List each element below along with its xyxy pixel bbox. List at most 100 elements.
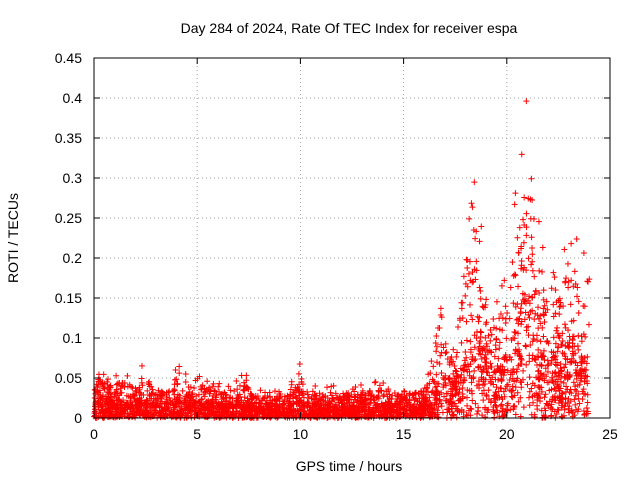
data-point [401, 394, 408, 401]
data-point [467, 338, 474, 345]
data-point [176, 370, 183, 377]
data-point [514, 234, 521, 241]
data-point [460, 273, 467, 280]
data-point [569, 343, 576, 350]
data-point [494, 409, 501, 416]
data-point [526, 300, 533, 307]
data-point [458, 305, 465, 312]
data-point [485, 396, 492, 403]
data-point [515, 283, 522, 290]
data-point [512, 272, 519, 279]
data-point [487, 337, 494, 344]
data-point [497, 402, 504, 409]
data-point [535, 394, 542, 401]
data-point [207, 388, 214, 395]
data-point [330, 382, 337, 389]
data-point [469, 269, 476, 276]
data-point [536, 375, 543, 382]
data-point [451, 383, 458, 390]
data-point [517, 413, 524, 420]
data-point [525, 255, 532, 262]
data-point [523, 343, 530, 350]
data-point [107, 384, 114, 391]
data-point [458, 371, 465, 378]
data-point [421, 397, 428, 404]
data-point [337, 396, 344, 403]
data-point [417, 406, 424, 413]
data-point [171, 396, 178, 403]
data-point [173, 376, 180, 383]
data-point [129, 410, 136, 417]
data-point [480, 345, 487, 352]
data-point [518, 356, 525, 363]
data-point [219, 409, 226, 416]
data-point [324, 384, 331, 391]
data-point [449, 391, 456, 398]
data-point [377, 387, 384, 394]
data-point [438, 403, 445, 410]
data-point [287, 407, 294, 414]
data-point [159, 398, 166, 405]
data-point [138, 403, 145, 410]
data-point [507, 284, 514, 291]
data-point [448, 405, 455, 412]
data-point [495, 376, 502, 383]
data-point [244, 395, 251, 402]
data-point [578, 353, 585, 360]
data-point [219, 400, 226, 407]
data-point [551, 385, 558, 392]
data-point [358, 381, 365, 388]
data-point [548, 386, 555, 393]
data-point [493, 325, 500, 332]
data-point [172, 402, 179, 409]
data-point [279, 402, 286, 409]
data-point [469, 204, 476, 211]
data-point [448, 358, 455, 365]
data-point [375, 411, 382, 418]
data-point [363, 402, 370, 409]
data-point [479, 412, 486, 419]
data-point [491, 353, 498, 360]
data-point [433, 371, 440, 378]
data-point [486, 372, 493, 379]
data-point [136, 389, 143, 396]
data-point [497, 310, 504, 317]
data-point [338, 407, 345, 414]
data-point [324, 401, 331, 408]
data-point [248, 391, 255, 398]
data-point [533, 374, 540, 381]
data-point [256, 410, 263, 417]
data-point [552, 287, 559, 294]
data-point [578, 338, 585, 345]
data-point [463, 354, 470, 361]
data-point [266, 407, 273, 414]
data-point [93, 384, 100, 391]
data-point [445, 375, 452, 382]
data-point [461, 357, 468, 364]
data-point [199, 403, 206, 410]
data-point [512, 411, 519, 418]
data-point [240, 410, 247, 417]
data-point [153, 409, 160, 416]
data-point [491, 368, 498, 375]
data-point [557, 385, 564, 392]
data-point [585, 278, 592, 285]
data-point [529, 307, 536, 314]
data-point [299, 388, 306, 395]
data-point [203, 386, 210, 393]
data-point [106, 397, 113, 404]
data-point [481, 354, 488, 361]
data-point [556, 334, 563, 341]
data-point [353, 407, 360, 414]
data-point [281, 396, 288, 403]
data-point [421, 385, 428, 392]
data-point [454, 324, 461, 331]
data-point [520, 376, 527, 383]
data-point [574, 284, 581, 291]
data-point [426, 394, 433, 401]
data-point [541, 302, 548, 309]
data-point [584, 353, 591, 360]
data-point [317, 404, 324, 411]
data-point [510, 300, 517, 307]
data-point [355, 414, 362, 421]
